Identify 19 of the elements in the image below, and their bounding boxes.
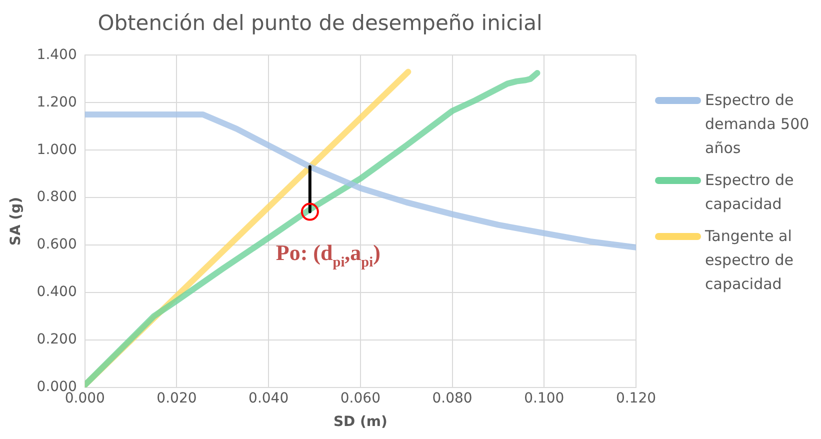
- x-tick-label: 0.120: [616, 390, 656, 406]
- x-axis-title: SD (m): [333, 414, 388, 430]
- x-tick-label: 0.060: [340, 390, 380, 406]
- y-tick-label: 1.000: [36, 142, 77, 158]
- y-axis-title: SA (g): [8, 196, 24, 246]
- legend-label: Espectro de capacidad: [705, 170, 795, 215]
- legend-label: Espectro de demanda 500 años: [705, 90, 810, 159]
- y-tick-label: 1.400: [36, 46, 77, 63]
- y-tick-label: 0.400: [36, 284, 77, 300]
- x-tick-label: 0.040: [248, 390, 289, 406]
- y-tick-label: 0.600: [36, 236, 77, 253]
- y-tick-label: 0.200: [36, 332, 77, 348]
- legend-label: Tangente al espectro de capacidad: [705, 226, 794, 295]
- y-tick-label: 1.200: [36, 94, 77, 110]
- y-tick-label: 0.800: [36, 189, 77, 206]
- x-tick-label: 0.080: [432, 390, 472, 406]
- x-tick-label: 0.100: [524, 390, 564, 406]
- x-tick-label: 0.020: [156, 390, 197, 406]
- chart-title: Obtención del punto de desempeño inicial: [98, 11, 542, 36]
